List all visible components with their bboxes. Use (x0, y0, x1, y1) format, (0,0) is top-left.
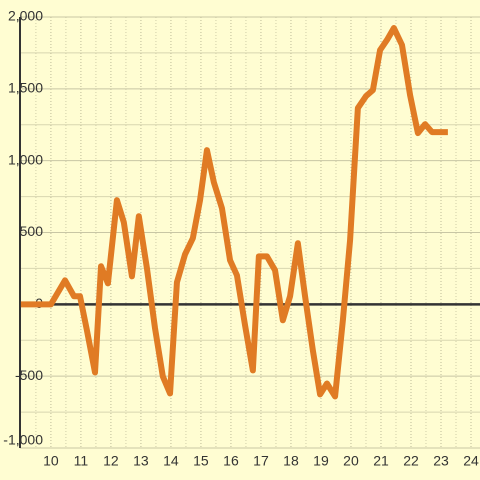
x-tick-label: 11 (74, 453, 89, 469)
y-tick-label: 1,500 (8, 80, 43, 96)
y-tick-label: 2,000 (8, 8, 43, 24)
x-tick-label: 17 (253, 453, 269, 469)
x-tick-label: 22 (403, 453, 419, 469)
x-tick-label: 19 (313, 453, 329, 469)
x-tick-label: 24 (463, 453, 479, 469)
y-tick-label: -500 (15, 367, 43, 383)
x-tick-label: 10 (43, 453, 59, 469)
y-tick-label: -1,000 (3, 432, 43, 448)
y-tick-label: 1,000 (8, 151, 43, 167)
x-tick-label: 12 (103, 453, 119, 469)
x-tick-label: 21 (373, 453, 389, 469)
x-tick-label: 20 (343, 453, 359, 469)
x-tick-label: 23 (433, 453, 449, 469)
x-tick-label: 15 (193, 453, 209, 469)
x-tick-label: 18 (283, 453, 299, 469)
x-tick-label: 13 (133, 453, 149, 469)
x-tick-label: 14 (163, 453, 179, 469)
y-tick-label: 500 (20, 223, 44, 239)
x-tick-label: 16 (223, 453, 239, 469)
data-line (20, 25, 448, 400)
